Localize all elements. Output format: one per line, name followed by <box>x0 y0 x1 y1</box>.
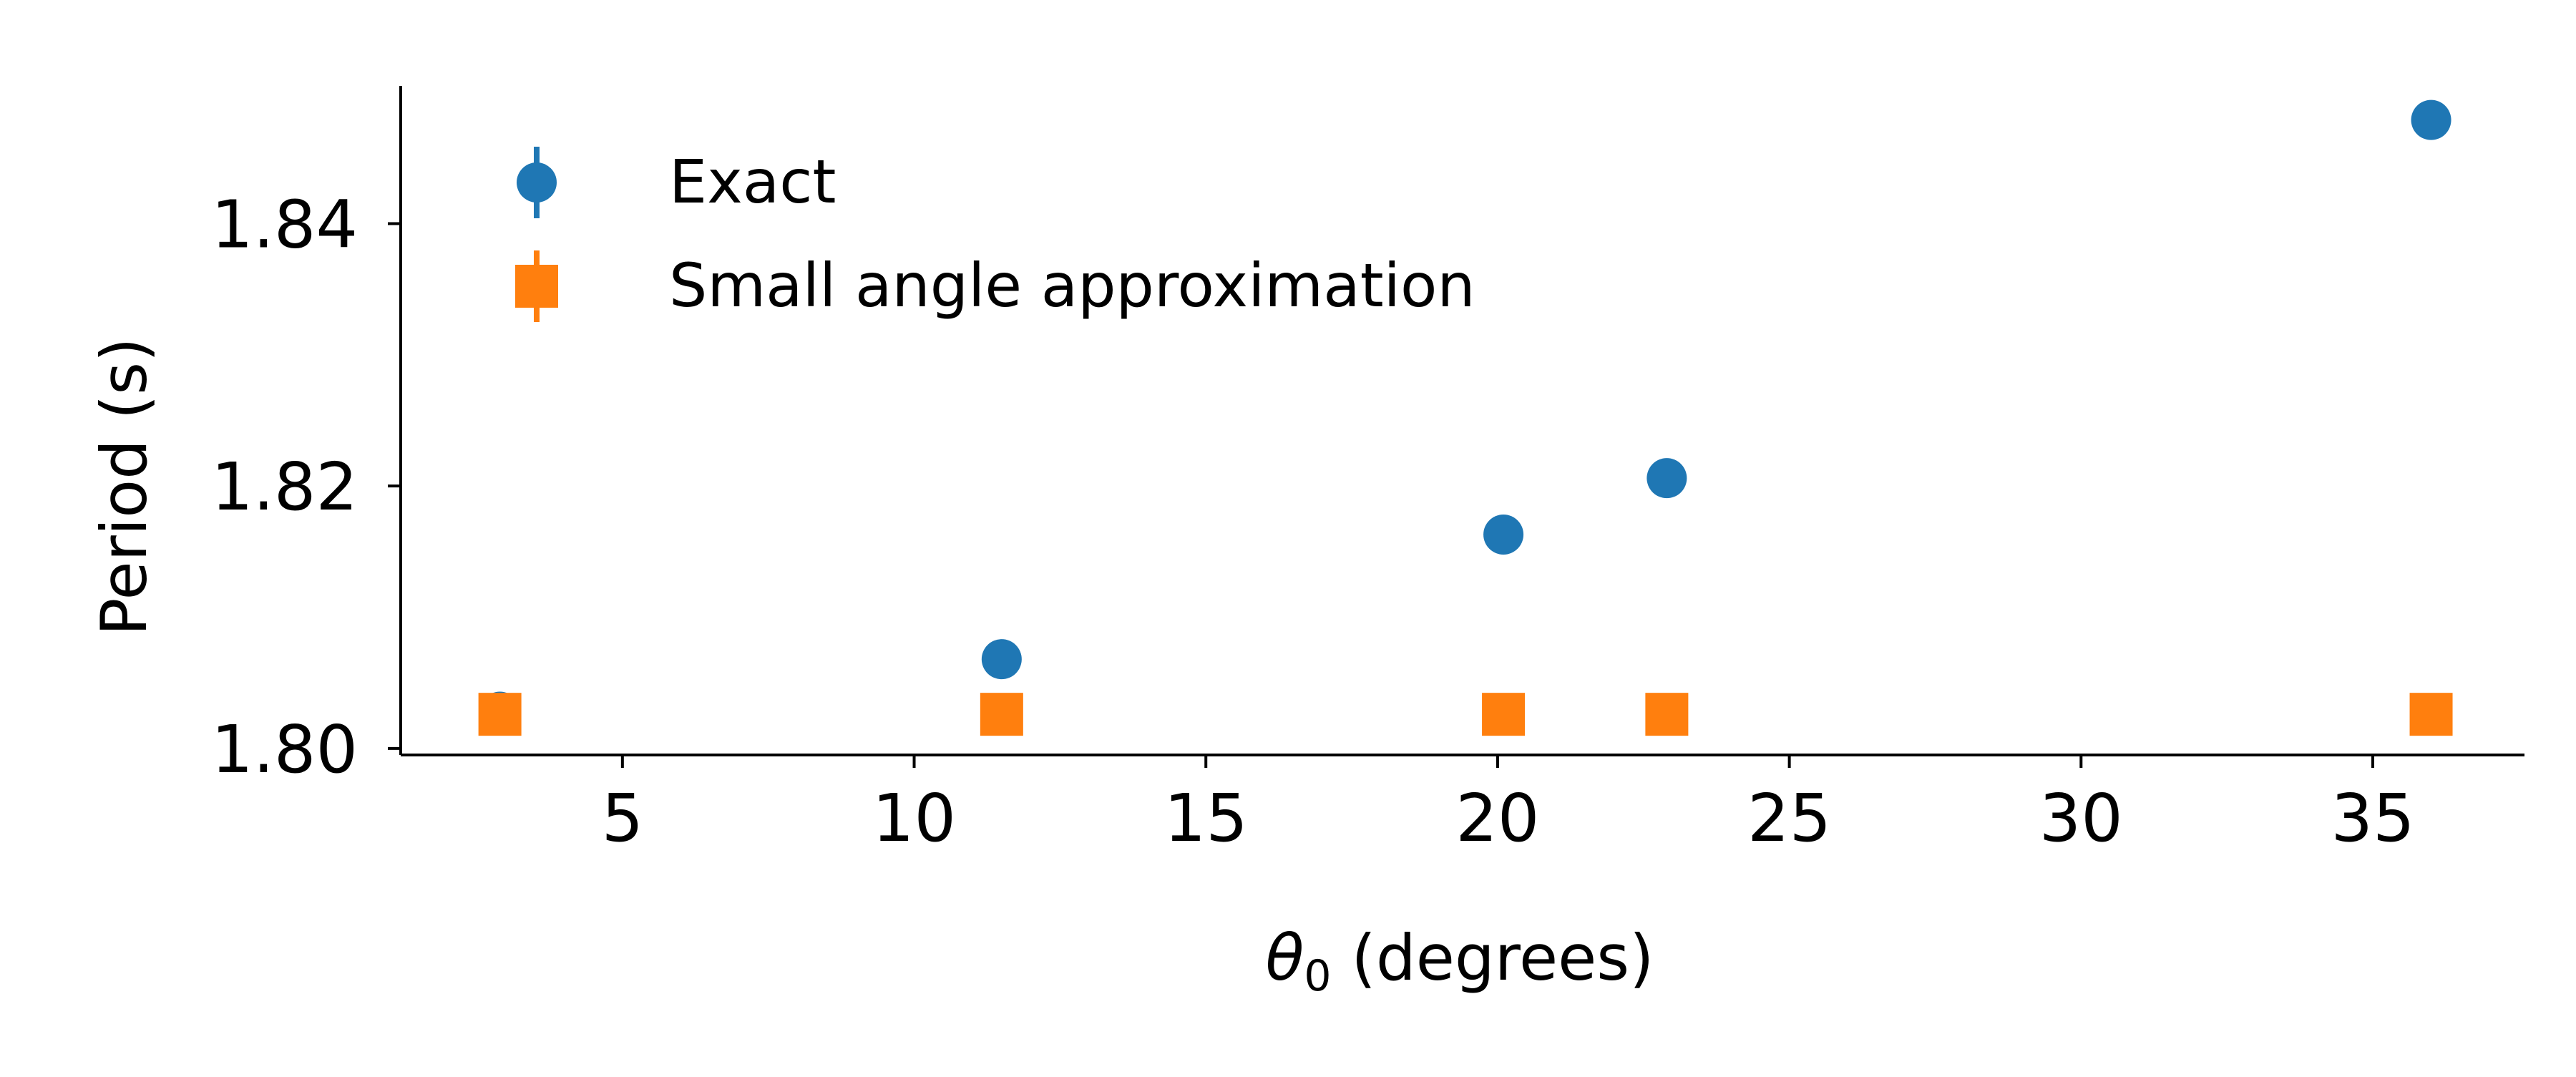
x-axis-label: θ0 (degrees) <box>1266 921 1654 1001</box>
exact-point <box>1646 458 1687 499</box>
small-angle-point <box>1645 693 1689 736</box>
x-axis-label-text: (degrees) <box>1332 921 1654 995</box>
exact-point <box>2411 99 2451 140</box>
y-tick-label: 1.84 <box>211 187 358 263</box>
y-tick-label: 1.80 <box>211 711 358 788</box>
legend-exact-label: Exact <box>669 147 836 217</box>
legend-small-angle-marker <box>515 265 558 308</box>
legend: Exact Small angle approximation <box>515 147 1475 322</box>
legend-small-angle-label: Small angle approximation <box>669 250 1475 321</box>
small-angle-point <box>980 693 1023 736</box>
small-angle-point <box>478 693 522 736</box>
x-axis-label-symbol: θ <box>1266 921 1304 995</box>
x-tick-label: 20 <box>1455 780 1539 857</box>
legend-exact-marker <box>517 162 557 203</box>
marks-layer <box>478 99 2453 736</box>
x-tick-label: 15 <box>1164 780 1248 857</box>
y-axis-label: Period (s) <box>87 338 161 636</box>
exact-point <box>1483 515 1524 555</box>
axes-layer: 5 10 15 20 25 30 35 1.80 1.82 1.84 <box>211 86 2524 857</box>
x-tick-label: 35 <box>2331 780 2414 857</box>
exact-point <box>981 639 1022 680</box>
small-angle-point <box>1482 693 1526 736</box>
x-axis-label-subscript: 0 <box>1304 951 1331 1001</box>
x-tick-label: 30 <box>2039 780 2123 857</box>
x-tick-label: 5 <box>602 780 644 857</box>
small-angle-point <box>2409 693 2453 736</box>
x-tick-label: 10 <box>872 780 956 857</box>
y-tick-label: 1.82 <box>211 449 358 525</box>
x-tick-label: 25 <box>1747 780 1831 857</box>
